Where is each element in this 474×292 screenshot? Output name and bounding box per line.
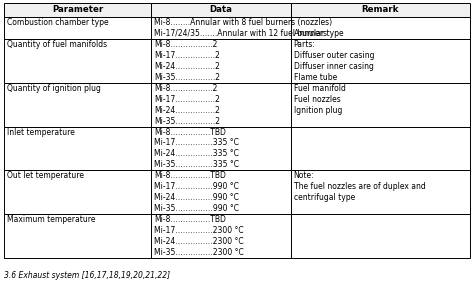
Text: Combustion chamber type: Combustion chamber type [7, 18, 109, 27]
Text: Mi-17/24/35…….Annular with 12 fuel burners: Mi-17/24/35…….Annular with 12 fuel burne… [154, 29, 327, 38]
Bar [151, 3, 291, 17]
Text: Mi-8……………..2: Mi-8……………..2 [154, 40, 217, 49]
Bar [291, 170, 470, 214]
Bar [291, 39, 470, 83]
Text: Parameter: Parameter [52, 6, 103, 15]
Bar [4, 17, 151, 39]
Bar [151, 170, 291, 214]
Text: Mi-35……………990 °C: Mi-35……………990 °C [154, 204, 239, 213]
Text: 3.6 Exhaust system [16,17,18,19,20,21,22]: 3.6 Exhaust system [16,17,18,19,20,21,22… [4, 270, 170, 279]
Bar [4, 170, 151, 214]
Text: Mi-17……………2300 °C: Mi-17……………2300 °C [154, 226, 244, 235]
Text: Maximum temperature: Maximum temperature [7, 215, 95, 224]
Text: Mi-17……………990 °C: Mi-17……………990 °C [154, 182, 239, 191]
Text: Annular type: Annular type [293, 29, 343, 38]
Text: Mi-8……………..2: Mi-8……………..2 [154, 84, 217, 93]
Bar [4, 3, 151, 17]
Text: Data: Data [209, 6, 232, 15]
Text: Remark: Remark [362, 6, 399, 15]
Text: Diffuser outer casing: Diffuser outer casing [293, 51, 374, 60]
Text: centrifugal type: centrifugal type [293, 193, 355, 202]
Text: Fuel nozzles: Fuel nozzles [293, 95, 340, 104]
Bar [291, 214, 470, 258]
Text: Mi-24…………….2: Mi-24…………….2 [154, 62, 219, 71]
Text: Mi-17…………….2: Mi-17…………….2 [154, 95, 219, 104]
Text: Fuel manifold: Fuel manifold [293, 84, 346, 93]
Bar [291, 83, 470, 126]
Text: Mi-35……………335 °C: Mi-35……………335 °C [154, 160, 239, 169]
Text: Quantity of ignition plug: Quantity of ignition plug [7, 84, 101, 93]
Text: Ignition plug: Ignition plug [293, 106, 342, 115]
Bar [291, 3, 470, 17]
Text: Mi-24…………….2: Mi-24…………….2 [154, 106, 219, 115]
Text: Diffuser inner casing: Diffuser inner casing [293, 62, 374, 71]
Bar [151, 83, 291, 126]
Text: Note:: Note: [293, 171, 314, 180]
Text: Parts:: Parts: [293, 40, 316, 49]
Text: Mi-8…………….TBD: Mi-8…………….TBD [154, 215, 226, 224]
Text: Mi-17……………335 °C: Mi-17……………335 °C [154, 138, 239, 147]
Bar [291, 17, 470, 39]
Bar [151, 39, 291, 83]
Text: The fuel nozzles are of duplex and: The fuel nozzles are of duplex and [293, 182, 425, 191]
Text: Inlet temperature: Inlet temperature [7, 128, 75, 137]
Text: Mi-17…………….2: Mi-17…………….2 [154, 51, 219, 60]
Text: Mi-24……………990 °C: Mi-24……………990 °C [154, 193, 239, 202]
Text: Mi-8…………….TBD: Mi-8…………….TBD [154, 128, 226, 137]
Text: Mi-35……………2300 °C: Mi-35……………2300 °C [154, 248, 244, 257]
Text: Quantity of fuel manifolds: Quantity of fuel manifolds [7, 40, 107, 49]
Text: Mi-8…………….TBD: Mi-8…………….TBD [154, 171, 226, 180]
Text: Mi-35…………….2: Mi-35…………….2 [154, 73, 220, 82]
Bar [4, 83, 151, 126]
Bar [4, 126, 151, 170]
Bar [151, 17, 291, 39]
Text: Mi-24……………335 °C: Mi-24……………335 °C [154, 150, 239, 159]
Text: Mi-8……..Annular with 8 fuel burners (nozzles): Mi-8……..Annular with 8 fuel burners (noz… [154, 18, 332, 27]
Text: Out let temperature: Out let temperature [7, 171, 84, 180]
Bar [291, 126, 470, 170]
Bar [4, 214, 151, 258]
Text: Flame tube: Flame tube [293, 73, 337, 82]
Text: Mi-35…………….2: Mi-35…………….2 [154, 117, 220, 126]
Bar [151, 214, 291, 258]
Bar [4, 39, 151, 83]
Text: Mi-24……………2300 °C: Mi-24……………2300 °C [154, 237, 244, 246]
Bar [151, 126, 291, 170]
